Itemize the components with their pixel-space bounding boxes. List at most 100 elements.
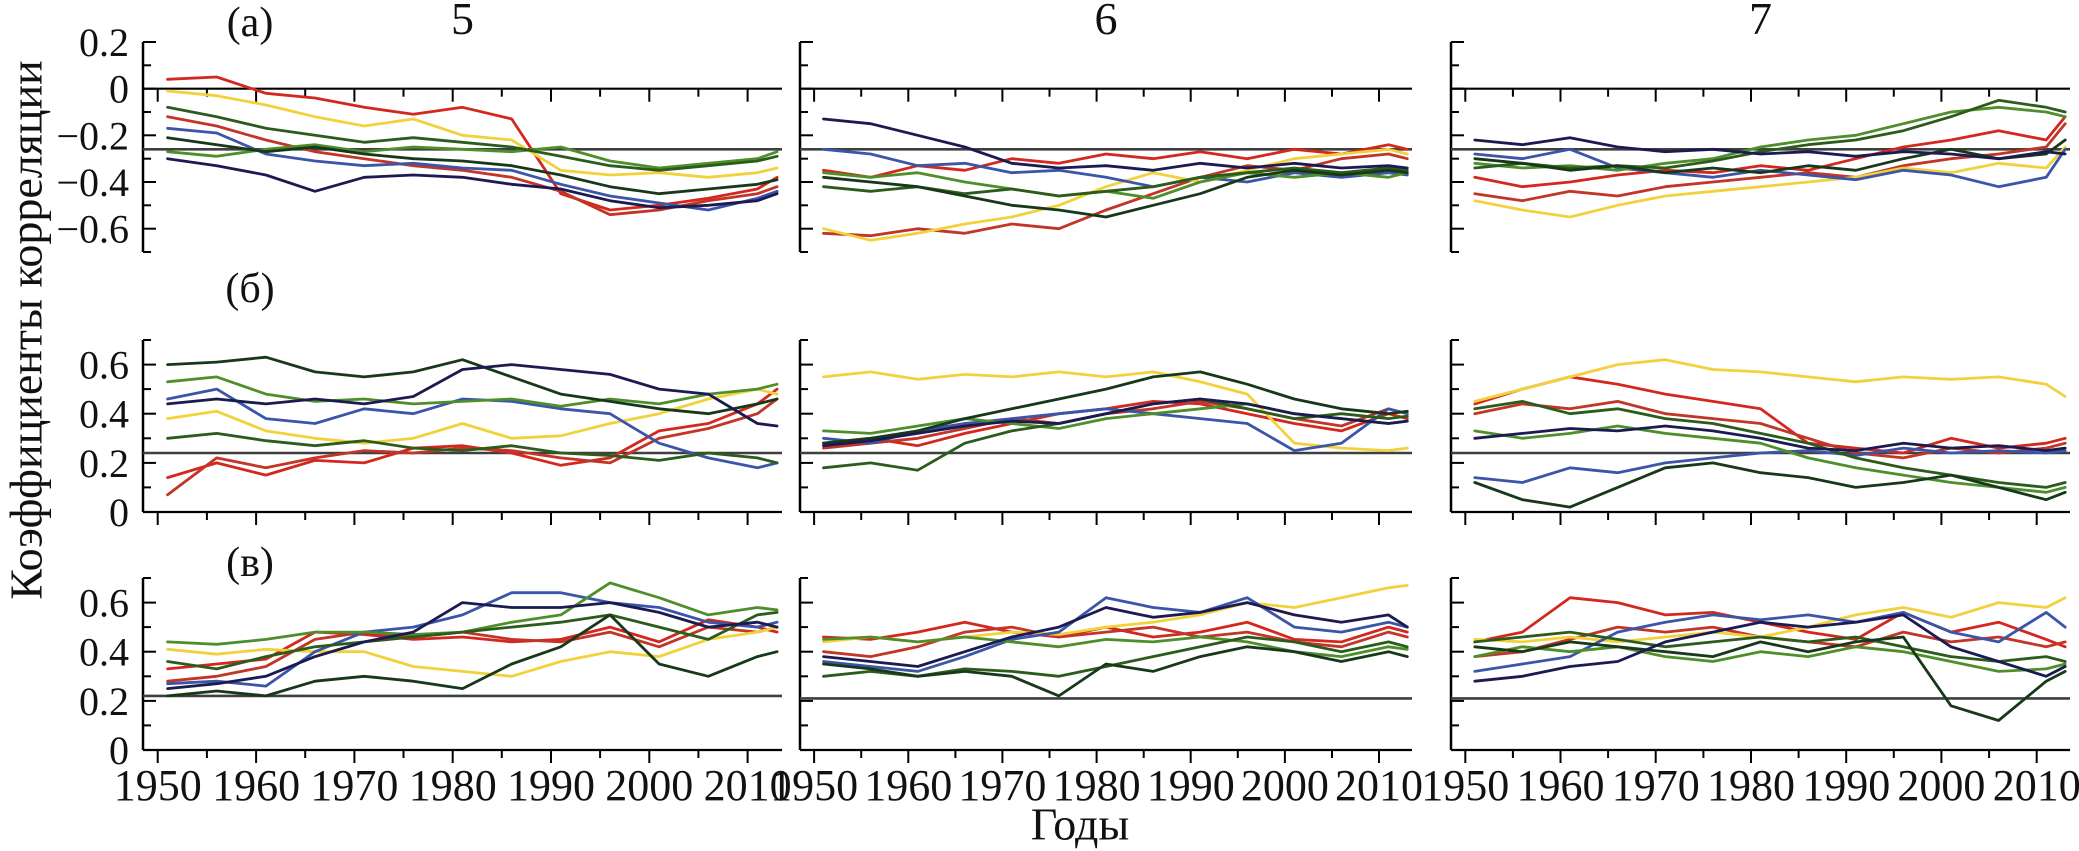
series-line-dark-green	[1473, 98, 2067, 170]
y-tick-label: −0.2	[56, 113, 129, 158]
x-tick-label: 1970	[1612, 761, 1700, 810]
series-line-navy	[1473, 136, 2067, 161]
x-tick-label: 1950	[1421, 761, 1509, 810]
series-line-navy	[822, 117, 1409, 172]
series-line-black-green	[822, 370, 1409, 445]
x-tick-label: 2000	[1897, 761, 1985, 810]
x-axis-label: Годы	[1030, 798, 1130, 850]
x-tick-label: 2010	[704, 761, 792, 810]
y-tick-label: −0.4	[56, 160, 129, 205]
x-tick-label: 1970	[958, 761, 1046, 810]
series-line-red	[1473, 596, 2067, 649]
row-caption: (б)	[225, 266, 274, 312]
panel-(а)-5: 0.20−0.2−0.4−0.6 (а) 5	[56, 0, 782, 253]
series-line-green	[166, 143, 779, 170]
series-line-yellow	[1473, 145, 2067, 219]
x-tick-label: 1980	[1053, 761, 1141, 810]
x-tick-label: 1960	[864, 761, 952, 810]
panel-(а)-7: 7	[1449, 0, 2070, 253]
y-tick-label: 0.6	[79, 581, 129, 626]
series-line-yellow	[822, 147, 1409, 242]
series-line-blue	[166, 126, 779, 212]
panel-(б)-7	[1449, 339, 2070, 525]
series-line-yellow	[822, 370, 1409, 453]
series-line-dark-green	[166, 105, 779, 172]
series-line-black-green	[822, 645, 1409, 698]
series-line-red	[822, 620, 1409, 644]
series-line-navy	[166, 363, 779, 428]
series-line-blue	[1473, 147, 2067, 189]
panel-(б)-6	[798, 339, 1412, 525]
series-line-navy	[822, 397, 1409, 448]
column-header: 7	[1749, 0, 1772, 44]
series-line-yellow	[1473, 596, 2067, 644]
column-header: 6	[1095, 0, 1118, 44]
series-line-blue	[822, 596, 1409, 673]
y-tick-label: 0	[109, 490, 129, 535]
panel-(а)-6: 6	[798, 0, 1412, 253]
series-line-red	[166, 618, 779, 671]
x-tick-label: 1980	[409, 761, 497, 810]
x-tick-label: 1950	[770, 761, 858, 810]
series-line-red	[166, 75, 779, 212]
series-line-navy	[1473, 424, 2067, 453]
y-tick-label: 0	[109, 728, 129, 773]
x-tick-label: 2000	[1241, 761, 1329, 810]
series-line-blue	[822, 147, 1409, 189]
x-tick-label: 1990	[1802, 761, 1890, 810]
x-tick-label: 1960	[1517, 761, 1605, 810]
series-line-black-green	[166, 613, 779, 698]
series-line-black-green	[1473, 461, 2067, 509]
y-tick-label: 0.4	[79, 392, 129, 437]
panel-(б)-5: 0.60.40.20 (б)	[79, 266, 782, 535]
series-line-dark-green	[1473, 630, 2067, 663]
series-line-black-green	[166, 136, 779, 196]
series-line-yellow	[166, 625, 779, 678]
series-line-red	[822, 399, 1409, 448]
x-tick-label: 1990	[507, 761, 595, 810]
series-line-dark-red	[1473, 122, 2067, 203]
y-tick-label: 0.2	[79, 679, 129, 724]
series-line-yellow	[1473, 358, 2067, 403]
series-line-navy	[822, 601, 1409, 668]
x-tick-label: 1960	[212, 761, 300, 810]
x-tick-label: 2010	[1335, 761, 1423, 810]
x-tick-label: 1980	[1707, 761, 1795, 810]
column-header: 5	[451, 0, 474, 44]
x-tick-label: 2010	[1993, 761, 2079, 810]
series-line-green	[166, 375, 779, 408]
series-line-dark-red	[166, 115, 779, 217]
y-tick-label: 0	[109, 67, 129, 112]
y-tick-label: 0.6	[79, 343, 129, 388]
series-line-yellow	[166, 89, 779, 179]
y-tick-label: 0.4	[79, 630, 129, 675]
y-tick-label: −0.6	[56, 207, 129, 252]
series-line-dark-green	[166, 431, 779, 465]
series-line-dark-red	[166, 625, 779, 683]
series-line-black-green	[822, 168, 1409, 219]
panel-(в)-6: 1950 1960 1970 1980 1990 2000 2010	[770, 577, 1423, 810]
series-line-blue	[1473, 611, 2067, 673]
series-line-navy	[166, 601, 779, 690]
panel-(в)-7: 1950 1960 1970 1980 1990 2000 2010	[1421, 577, 2079, 810]
series-line-yellow	[166, 387, 779, 445]
series-line-dark-red	[822, 152, 1409, 238]
x-tick-label: 2000	[605, 761, 693, 810]
x-tick-label: 1950	[114, 761, 202, 810]
series-line-dark-red	[822, 625, 1409, 658]
series-line-dark-green	[1473, 399, 2067, 489]
series-line-navy	[1473, 613, 2067, 683]
series-line-dark-green	[166, 611, 779, 671]
x-tick-label: 1990	[1147, 761, 1235, 810]
y-tick-label: 0.2	[79, 20, 129, 65]
series-line-green	[1473, 645, 2067, 673]
series-line-navy	[166, 157, 779, 210]
y-tick-label: 0.2	[79, 441, 129, 486]
row-caption: (а)	[227, 0, 274, 46]
series-line-black-green	[1473, 635, 2067, 722]
row-caption: (в)	[226, 540, 274, 586]
series-line-green	[166, 581, 779, 646]
series-line-green	[822, 635, 1409, 658]
